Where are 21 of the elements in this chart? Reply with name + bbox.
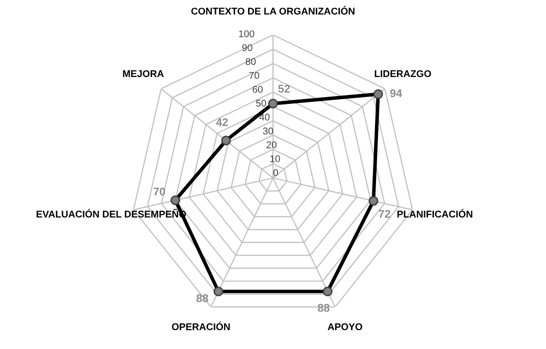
y-tick-label: 70: [249, 72, 260, 79]
data-label: 52: [278, 84, 290, 93]
spoke-label: CONTEXTO DE LA ORGANIZACIÓN: [191, 6, 354, 15]
data-label: 94: [390, 89, 402, 98]
y-tick-label: 30: [262, 128, 274, 134]
y-tick-label: 0: [273, 169, 278, 176]
spoke-label: PLANIFICACIÓN: [397, 208, 472, 218]
data-label: 42: [216, 118, 228, 126]
data-label: 72: [378, 210, 390, 218]
spoke-label: MEJORA: [123, 70, 164, 78]
spoke-label: APOYO: [328, 323, 362, 330]
y-tick-label: 50: [256, 100, 266, 107]
y-tick-label: 100: [239, 30, 254, 38]
y-tick-label: 60: [252, 86, 263, 93]
y-tick-label: 90: [242, 44, 252, 52]
spoke-label: OPERACIÓN: [172, 321, 230, 330]
y-tick-label: 10: [270, 155, 280, 162]
spoke-label: LIDERAZGO: [374, 70, 432, 78]
y-tick-label: 80: [246, 58, 256, 65]
y-tick-label: 40: [259, 114, 270, 121]
y-tick-label: 20: [266, 141, 277, 148]
